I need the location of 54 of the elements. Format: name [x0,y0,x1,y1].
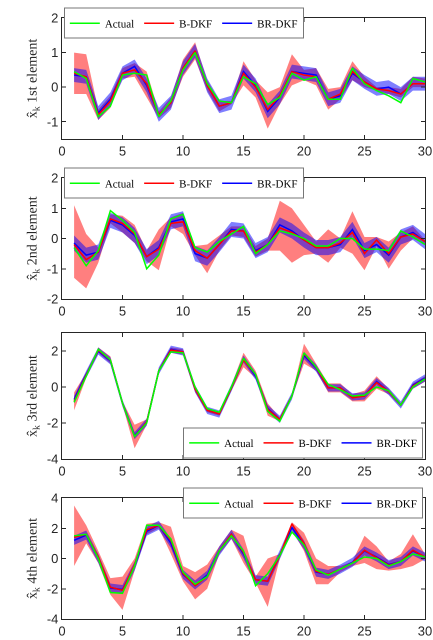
legend-label: Actual [224,498,254,511]
x-tick-label: 30 [418,624,432,639]
y-tick-label: 2 [51,344,58,359]
legend-label: Actual [104,178,134,191]
legend-label: B-DKF [298,498,332,511]
x-tick-label: 5 [118,624,126,639]
x-tick-label: 10 [176,624,190,639]
y-tick-label: 2 [51,520,58,536]
x-tick-label: 15 [236,464,251,479]
legend-label: BR-DKF [376,438,417,450]
y-tick-label: -2 [46,416,58,431]
y-tick-label: 2 [51,10,58,26]
x-tick-label: 5 [118,304,126,319]
x-tick-label: 10 [176,464,190,479]
legend-label: Actual [104,18,134,31]
x-tick-label: 15 [236,144,251,159]
legend-label: BR-DKF [257,178,298,191]
x-tick-label: 25 [357,464,372,479]
legend-label: B-DKF [179,18,212,31]
legend-label: B-DKF [179,178,212,191]
x-tick-label: 5 [118,144,126,159]
x-tick-label: 20 [296,304,312,319]
y-tick-label: 4 [51,490,58,506]
x-tick-label: 10 [176,304,190,319]
y-tick-label: -1 [46,114,58,130]
legend-label: BR-DKF [376,498,417,511]
x-tick-label: 10 [176,144,190,159]
y-tick-label: 0 [51,551,58,566]
x-tick-label: 5 [118,464,126,479]
x-tick-label: 20 [296,144,312,159]
legend-label: B-DKF [298,438,332,450]
x-tick-label: 15 [236,304,251,319]
y-tick-label: -4 [46,612,58,627]
x-tick-label: 30 [418,304,432,319]
legend-label: Actual [224,438,254,450]
y-tick-label: 0 [51,231,58,246]
legend-label: BR-DKF [257,18,298,31]
y-tick-label: 0 [51,380,58,395]
x-tick-label: 30 [418,464,432,479]
x-tick-label: 25 [357,304,372,319]
y-tick-label: -4 [46,452,58,467]
x-tick-label: 25 [357,144,372,159]
y-tick-label: 0 [51,80,58,95]
x-tick-label: 15 [236,624,251,639]
x-tick-label: 20 [296,624,312,639]
y-tick-label: -1 [46,261,58,276]
x-tick-label: 25 [357,624,372,639]
y-tick-label: 1 [51,200,58,216]
y-tick-label: 1 [51,45,58,60]
x-tick-label: 20 [296,464,312,479]
y-tick-label: -2 [46,292,58,307]
y-tick-label: -2 [46,581,58,596]
x-tick-label: 30 [418,144,432,159]
y-tick-label: 2 [51,170,58,186]
